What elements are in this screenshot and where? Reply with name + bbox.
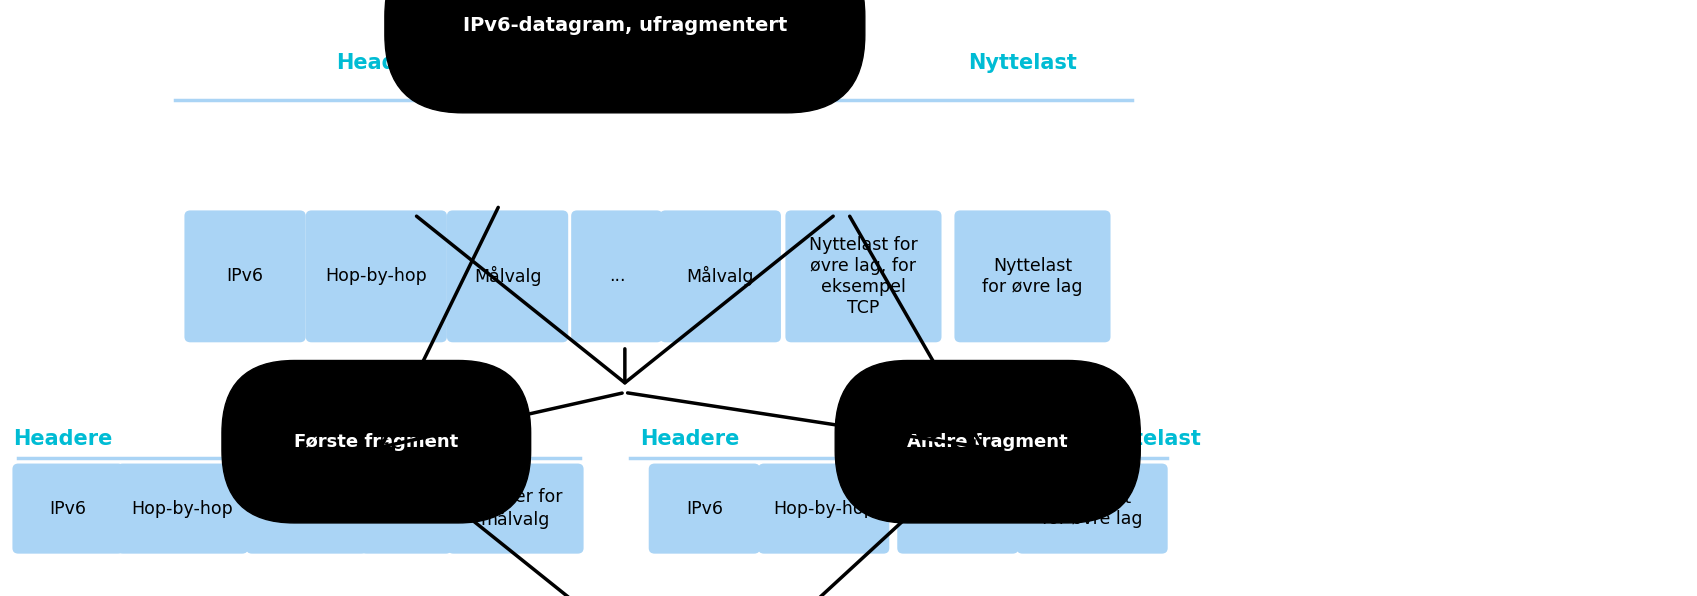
Text: Hop-by-hop: Hop-by-hop [132,499,232,517]
Text: Hop-by-hop: Hop-by-hop [326,268,428,285]
FancyBboxPatch shape [954,210,1110,342]
FancyBboxPatch shape [572,210,662,342]
FancyBboxPatch shape [898,464,1018,554]
Text: Målvalg: Målvalg [473,266,541,287]
Text: Headere: Headere [640,429,740,449]
FancyBboxPatch shape [360,464,451,554]
Text: ...: ... [397,499,414,517]
FancyBboxPatch shape [648,464,760,554]
Text: Målvalg: Målvalg [687,266,753,287]
Text: Målvalg: Målvalg [273,499,341,519]
FancyBboxPatch shape [1017,464,1168,554]
Text: Hop-by-hop: Hop-by-hop [772,499,874,517]
Text: Headere: Headere [14,429,112,449]
FancyBboxPatch shape [786,210,942,342]
FancyBboxPatch shape [660,210,781,342]
Text: Andre fragment: Andre fragment [908,433,1067,451]
Text: Første fragment: Første fragment [294,433,458,451]
Text: IPv6: IPv6 [686,499,723,517]
FancyBboxPatch shape [185,210,305,342]
FancyBboxPatch shape [446,210,568,342]
FancyBboxPatch shape [305,210,446,342]
Text: ...: ... [609,268,624,285]
Text: IPv6: IPv6 [49,499,87,517]
Text: Nyttelast for
øvre lag, for
eksempel
TCP: Nyttelast for øvre lag, for eksempel TCP [809,236,918,316]
FancyBboxPatch shape [759,464,889,554]
Text: Header for
målvalg: Header for målvalg [468,488,562,529]
Text: Headere: Headere [336,52,436,73]
FancyBboxPatch shape [246,464,367,554]
Text: Nyttelast
for øvre lag: Nyttelast for øvre lag [1042,489,1142,528]
Text: Nyttelast: Nyttelast [967,52,1078,73]
Text: Øvre lag: Øvre lag [921,499,994,517]
Text: IPv6-datagram, ufragmentert: IPv6-datagram, ufragmentert [463,16,787,35]
Text: Nyttelast: Nyttelast [1093,429,1201,449]
Text: IPv6: IPv6 [227,268,263,285]
FancyBboxPatch shape [448,464,584,554]
Text: Nyttelast
for øvre lag: Nyttelast for øvre lag [983,257,1083,296]
FancyBboxPatch shape [12,464,124,554]
FancyBboxPatch shape [117,464,248,554]
